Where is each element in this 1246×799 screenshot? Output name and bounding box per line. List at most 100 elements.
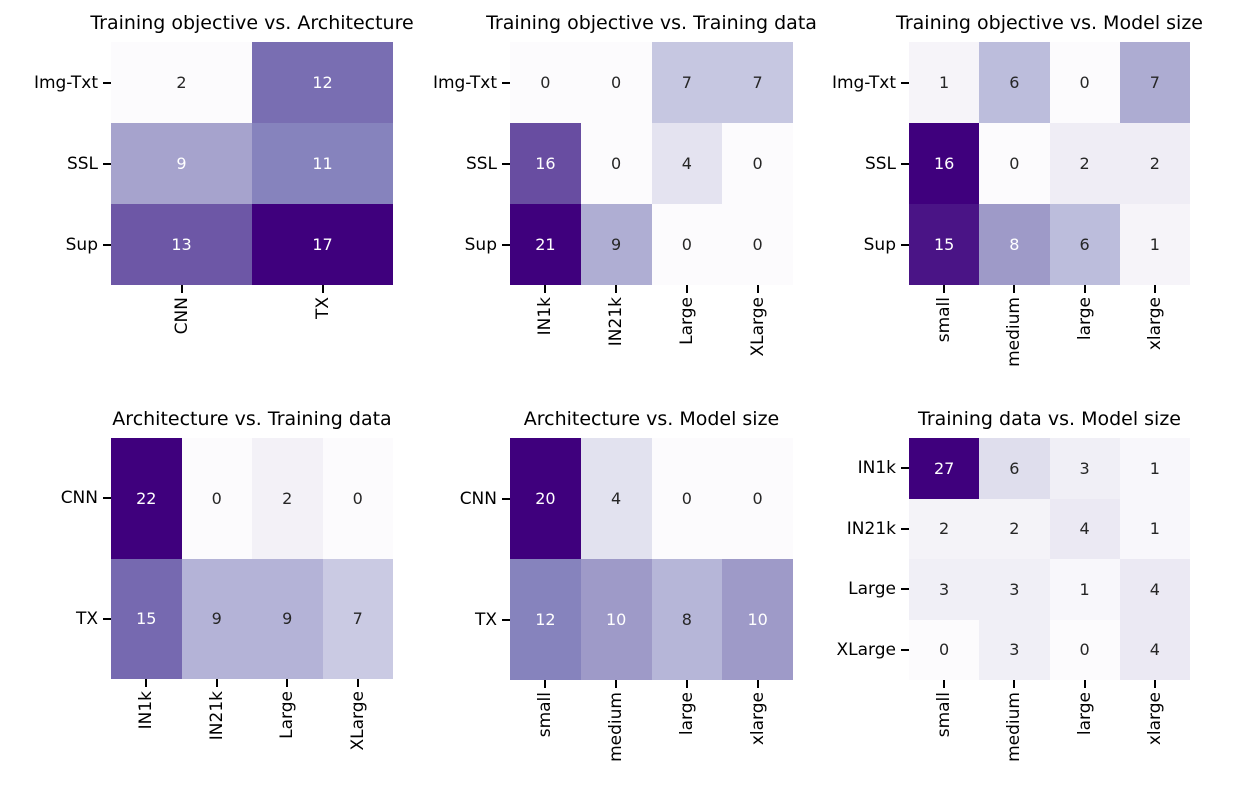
y-tick-label-row: Sup xyxy=(15,204,111,285)
heatmap-cell: 0 xyxy=(1049,42,1120,123)
x-axis-tick-labels: IN1k IN21k Large XLarge xyxy=(510,285,793,405)
heatmap-cell: 0 xyxy=(510,42,581,123)
heatmap-cell: 4 xyxy=(1049,498,1120,559)
heatmap-cell: 0 xyxy=(722,123,793,204)
heatmap-cell: 2 xyxy=(979,498,1050,559)
x-tick-label: XLarge xyxy=(347,691,368,751)
y-tick-label: SSL xyxy=(465,153,497,174)
x-tick-mark xyxy=(286,679,289,687)
y-tick-label-row: SSL xyxy=(813,123,909,204)
x-tick-label-col: large xyxy=(652,680,723,735)
x-axis-tick-labels: small medium large xlarge xyxy=(909,680,1190,799)
chart-title: Architecture vs. Model size xyxy=(523,408,780,431)
heatmap-cell: 1 xyxy=(1119,204,1190,285)
y-tick-mark xyxy=(502,243,510,246)
y-tick-label: Large xyxy=(848,579,896,600)
y-tick-label-row: Img-Txt xyxy=(813,42,909,123)
heatmap-cell: 3 xyxy=(1049,438,1120,499)
y-tick-label-row: Large xyxy=(813,559,909,620)
heatmap-cell: 9 xyxy=(181,558,252,679)
heatmap-cell: 1 xyxy=(1119,438,1190,499)
x-tick-label: medium xyxy=(1004,297,1025,367)
y-axis-tick-labels: IN1k IN21k Large XLarge xyxy=(813,438,909,680)
x-axis-tick-labels: small medium large xlarge xyxy=(510,680,793,799)
y-tick-label: SSL xyxy=(864,153,896,174)
y-tick-label: SSL xyxy=(66,153,98,174)
y-tick-label: Sup xyxy=(863,234,896,255)
x-tick-label: large xyxy=(676,692,697,736)
y-tick-label-row: Img-Txt xyxy=(15,42,111,123)
heatmap-cell: 3 xyxy=(979,559,1050,620)
heatmap-cells: 27 6 3 1 2 2 4 1 3 3 1 4 0 3 0 4 xyxy=(909,438,1190,680)
x-tick-label-col: xlarge xyxy=(1120,285,1190,350)
y-tick-mark xyxy=(901,467,909,470)
heatmap-cell: 0 xyxy=(580,42,652,123)
x-tick-label: Large xyxy=(676,297,697,345)
heatmap-cell: 7 xyxy=(1119,42,1190,123)
y-tick-mark xyxy=(103,162,111,165)
heatmap-cell: 1 xyxy=(1119,498,1190,559)
x-tick-mark xyxy=(544,285,547,293)
heatmap-cell: 0 xyxy=(651,438,723,559)
x-tick-label-col: IN1k xyxy=(510,285,581,335)
y-tick-mark xyxy=(502,618,510,621)
x-tick-label-col: small xyxy=(510,680,581,737)
heatmap-cell: 20 xyxy=(510,438,581,559)
x-tick-label: medium xyxy=(606,692,627,762)
x-tick-label: small xyxy=(535,692,556,738)
x-tick-label-col: medium xyxy=(979,285,1049,367)
y-tick-label: XLarge xyxy=(836,639,896,660)
y-tick-label-row: CNN xyxy=(414,438,510,559)
y-tick-mark xyxy=(103,243,111,246)
y-tick-label-row: CNN xyxy=(15,438,111,559)
heatmap-cell: 16 xyxy=(909,123,980,204)
heatmap-cell: 12 xyxy=(252,42,393,123)
x-tick-label-col: XLarge xyxy=(722,285,793,356)
y-tick-label-row: SSL xyxy=(15,123,111,204)
x-tick-mark xyxy=(685,285,688,293)
x-tick-label: IN21k xyxy=(206,691,227,741)
heatmap-cell: 1 xyxy=(1049,559,1120,620)
heatmap-cell: 27 xyxy=(909,438,980,499)
heatmap-panel-training-data-vs-model-size: Training data vs. Model size 27 6 3 1 2 2 4 1 3 3 1… xyxy=(813,404,1190,799)
y-tick-label: TX xyxy=(75,608,98,629)
heatmap-cell: 11 xyxy=(252,123,393,204)
x-tick-mark xyxy=(1013,680,1016,688)
heatmap-cell: 7 xyxy=(651,42,723,123)
x-tick-label: large xyxy=(1074,297,1095,341)
y-tick-mark xyxy=(901,648,909,651)
x-tick-mark xyxy=(356,679,359,687)
heatmap-panel-architecture-vs-model-size: Architecture vs. Model size 20 4 0 0 12 10 8 10 C… xyxy=(414,404,793,799)
x-tick-label: XLarge xyxy=(747,297,768,357)
x-tick-mark xyxy=(1083,680,1086,688)
heatmap-cell: 0 xyxy=(979,123,1050,204)
heatmap-cell: 8 xyxy=(979,204,1050,285)
heatmap-cell: 2 xyxy=(1049,123,1120,204)
y-tick-label: Sup xyxy=(65,234,98,255)
chart-title: Training data vs. Model size xyxy=(918,408,1181,431)
y-tick-label: IN21k xyxy=(846,518,896,539)
y-tick-label-row: SSL xyxy=(414,123,510,204)
y-axis-tick-labels: CNN TX xyxy=(15,438,111,679)
y-tick-mark xyxy=(502,81,510,84)
chart-title: Architecture vs. Training data xyxy=(112,408,392,431)
y-axis-tick-labels: Img-Txt SSL Sup xyxy=(813,42,909,285)
x-tick-mark xyxy=(685,680,688,688)
x-tick-label: TX xyxy=(312,297,333,320)
heatmap-cell: 2 xyxy=(252,438,323,559)
heatmap-cells: 20 4 0 0 12 10 8 10 xyxy=(510,438,793,680)
heatmap-cell: 0 xyxy=(322,438,393,559)
heatmap-cell: 4 xyxy=(580,438,652,559)
heatmap-cell: 3 xyxy=(909,559,980,620)
x-axis-tick-labels: small medium large xlarge xyxy=(909,285,1190,405)
heatmap-panel-training-objective-vs-training-data: Training objective vs. Training data 0 0 7 7… xyxy=(414,8,817,405)
x-tick-label: xlarge xyxy=(747,692,768,746)
heatmap-cell: 7 xyxy=(722,42,793,123)
heatmap-cell: 0 xyxy=(580,123,652,204)
chart-title: Training objective vs. Training data xyxy=(486,12,817,35)
heatmap-cell: 4 xyxy=(1119,619,1190,680)
x-tick-label-col: xlarge xyxy=(1120,680,1190,745)
y-tick-label-row: XLarge xyxy=(813,620,909,681)
heatmap-cell: 0 xyxy=(722,438,793,559)
heatmap-cell: 9 xyxy=(580,204,652,285)
